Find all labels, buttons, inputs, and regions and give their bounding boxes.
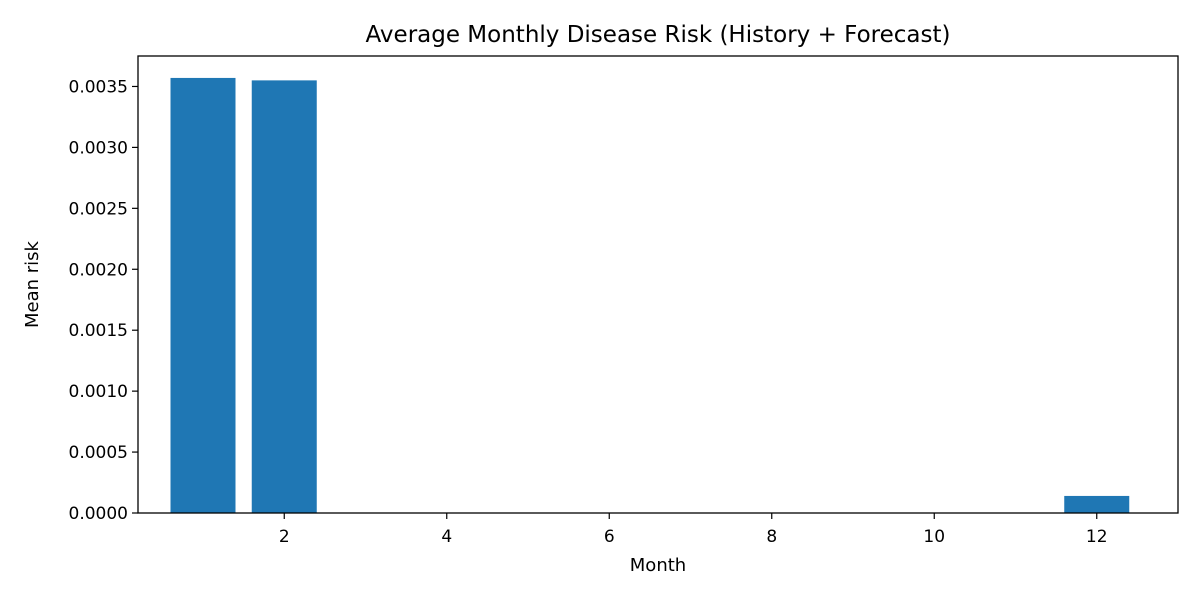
x-axis-label: Month <box>630 555 686 576</box>
y-tick-label: 0.0020 <box>69 260 128 280</box>
y-tick-label: 0.0000 <box>69 504 128 524</box>
y-tick-label: 0.0035 <box>69 77 128 97</box>
bars-group <box>170 77 1130 513</box>
bar-month-1 <box>170 77 236 513</box>
x-axis-ticks: 2 4 6 8 10 12 <box>279 513 1108 547</box>
y-axis-ticks: 0.0000 0.0005 0.0010 0.0015 0.0020 0.0025 0.00… <box>69 77 138 524</box>
x-tick-label: 8 <box>766 527 777 547</box>
y-tick-label: 0.0030 <box>69 138 128 158</box>
x-tick-label: 4 <box>441 527 452 547</box>
y-tick-label: 0.0015 <box>69 321 128 341</box>
bar-month-2 <box>251 80 317 513</box>
y-tick-label: 0.0025 <box>69 199 128 219</box>
x-tick-label: 10 <box>923 527 945 547</box>
plot-frame <box>137 55 1179 514</box>
bar-month-12 <box>1064 495 1130 513</box>
y-axis-label: Mean risk <box>22 240 43 328</box>
y-tick-label: 0.0005 <box>69 443 128 463</box>
chart-title: Average Monthly Disease Risk (History + … <box>366 22 951 48</box>
x-tick-label: 12 <box>1086 527 1108 547</box>
x-tick-label: 2 <box>279 527 290 547</box>
y-tick-label: 0.0010 <box>69 382 128 402</box>
x-tick-label: 6 <box>604 527 615 547</box>
